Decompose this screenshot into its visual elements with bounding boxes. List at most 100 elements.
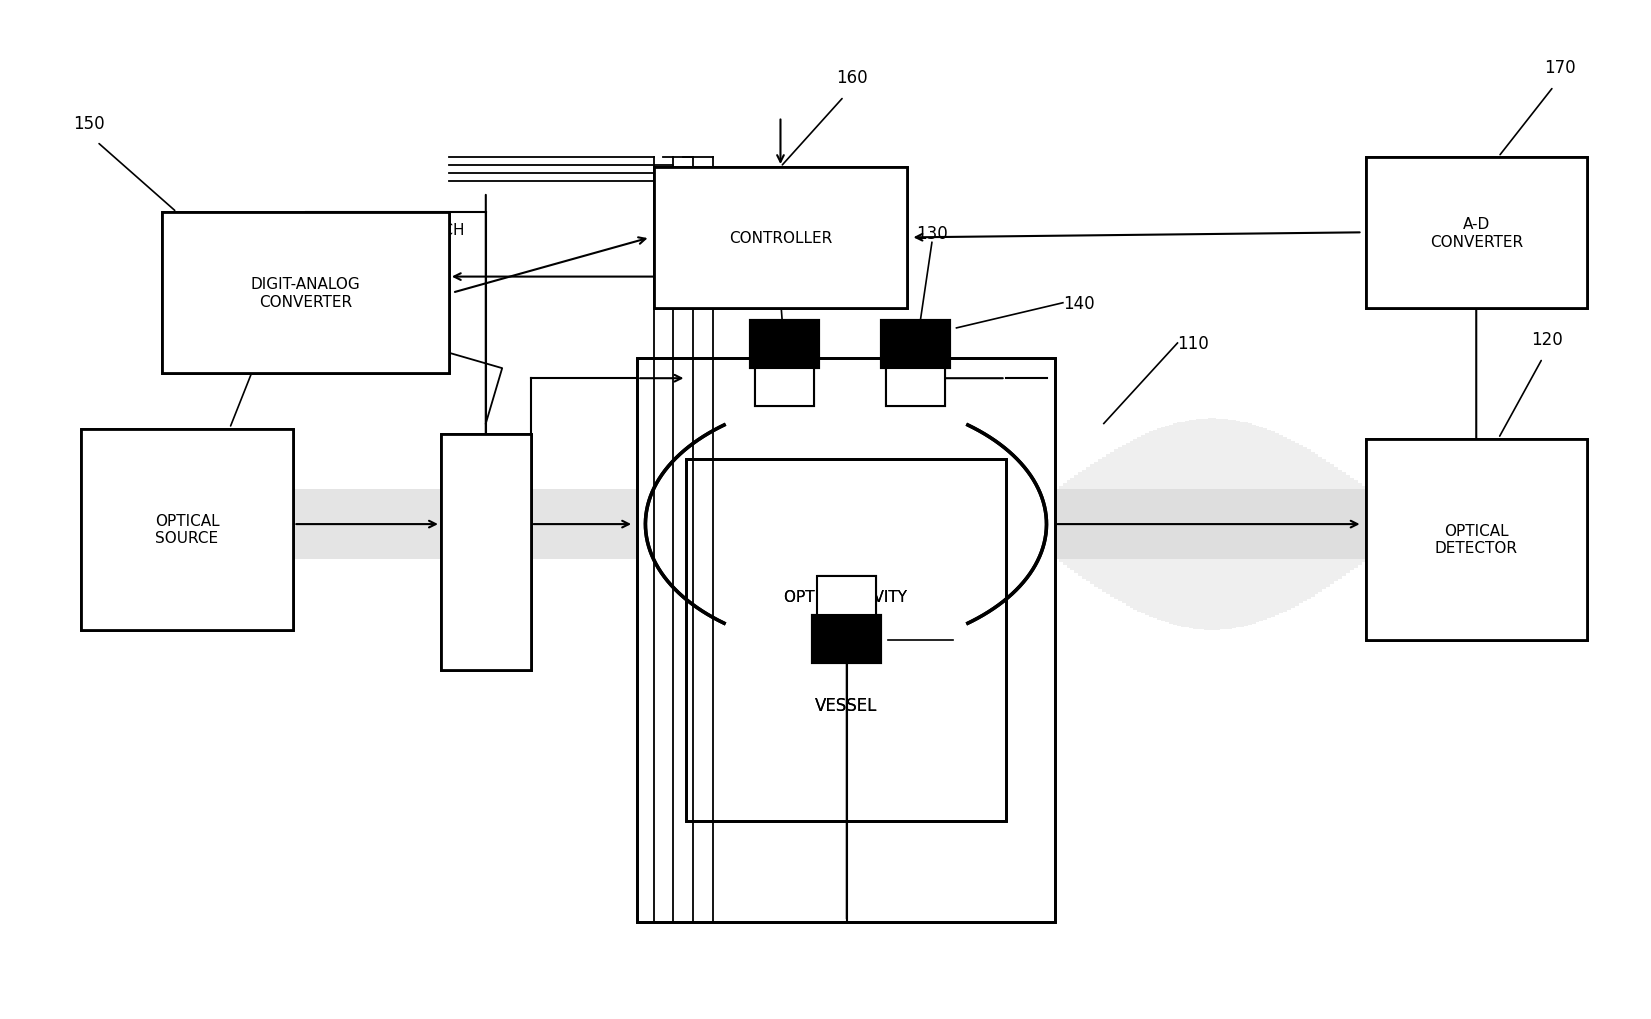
Bar <box>1237 422 1240 628</box>
Bar <box>1212 419 1217 630</box>
Bar <box>1109 452 1114 597</box>
Bar <box>1172 424 1177 625</box>
Bar <box>1275 434 1280 615</box>
Text: 140: 140 <box>1063 294 1095 313</box>
Bar <box>1243 423 1248 626</box>
Text: 130: 130 <box>761 225 792 244</box>
Text: 170: 170 <box>1544 59 1577 77</box>
Bar <box>1166 426 1169 623</box>
Bar <box>1063 484 1067 566</box>
Bar <box>1365 439 1587 640</box>
Bar <box>1342 473 1346 577</box>
Bar <box>1311 452 1314 597</box>
Bar <box>1078 473 1083 577</box>
Bar <box>1161 428 1166 622</box>
Bar <box>1055 489 1058 559</box>
Text: VESSEL: VESSEL <box>816 696 877 714</box>
Bar <box>1228 420 1232 629</box>
Bar <box>1365 158 1587 309</box>
Text: A-D
CONVERTER: A-D CONVERTER <box>1430 217 1522 250</box>
Bar <box>812 615 882 663</box>
Bar <box>1232 421 1237 629</box>
Bar <box>887 369 944 407</box>
Bar <box>1263 429 1268 621</box>
Bar <box>654 168 908 309</box>
Text: 130: 130 <box>953 631 986 649</box>
Bar <box>1129 441 1134 608</box>
Bar <box>1141 435 1146 613</box>
Bar <box>1134 439 1138 610</box>
Text: 100: 100 <box>246 321 277 338</box>
Bar <box>1118 447 1121 601</box>
Bar <box>1291 441 1294 608</box>
Text: DIGIT-ANALOG
CONVERTER: DIGIT-ANALOG CONVERTER <box>251 277 360 310</box>
Bar <box>1138 437 1141 612</box>
Bar <box>1090 465 1095 585</box>
Bar <box>1098 460 1101 590</box>
Bar <box>441 434 532 671</box>
Bar <box>1351 478 1354 571</box>
Text: 160: 160 <box>835 69 867 88</box>
Text: OPTICAL
DETECTOR: OPTICAL DETECTOR <box>1435 524 1517 555</box>
Text: 150: 150 <box>73 114 104 132</box>
Bar <box>1209 419 1212 630</box>
Bar <box>1303 447 1306 601</box>
Bar <box>637 359 1055 921</box>
Bar <box>1223 420 1228 630</box>
Bar <box>1362 487 1365 562</box>
Bar <box>1067 481 1070 569</box>
Bar <box>1177 423 1180 626</box>
Bar <box>162 213 449 374</box>
Bar <box>687 447 1005 602</box>
Bar <box>750 321 819 369</box>
Bar <box>1365 158 1587 309</box>
Bar <box>294 489 441 559</box>
Bar <box>1365 439 1587 640</box>
Text: A-D
CONVERTER: A-D CONVERTER <box>1430 217 1522 250</box>
Text: OPTICAL
DETECTOR: OPTICAL DETECTOR <box>1435 524 1517 555</box>
Bar <box>1086 468 1090 582</box>
Bar <box>1095 463 1098 587</box>
Bar <box>1319 458 1322 592</box>
Bar <box>1146 434 1149 615</box>
Bar <box>1255 426 1260 623</box>
Text: OPTICAL CAVITY: OPTICAL CAVITY <box>784 589 908 604</box>
Bar <box>1306 449 1311 599</box>
Bar <box>1055 489 1365 559</box>
Bar <box>1070 478 1075 571</box>
Bar <box>1152 430 1157 619</box>
Bar <box>1240 422 1243 627</box>
Bar <box>756 369 814 407</box>
Bar <box>532 489 637 559</box>
Bar <box>1185 422 1189 628</box>
Bar <box>1339 470 1342 579</box>
Text: VESSEL: VESSEL <box>816 696 877 714</box>
Text: OPTICAL
SOURCE: OPTICAL SOURCE <box>155 514 220 546</box>
Bar <box>1322 460 1326 590</box>
Bar <box>1217 419 1220 630</box>
Bar <box>1260 428 1263 622</box>
Bar <box>755 369 814 407</box>
Bar <box>1248 424 1251 625</box>
Bar <box>1192 420 1197 629</box>
Bar <box>1075 476 1078 574</box>
Bar <box>1114 449 1118 599</box>
Bar <box>1294 443 1299 606</box>
Bar <box>1288 439 1291 610</box>
Bar <box>162 213 449 374</box>
Text: OPTICAL CAVITY: OPTICAL CAVITY <box>784 589 908 604</box>
Bar <box>1149 432 1152 618</box>
Bar <box>1204 419 1209 630</box>
Bar <box>1180 422 1185 627</box>
Text: DIGIT-ANALOG
CONVERTER: DIGIT-ANALOG CONVERTER <box>251 277 360 310</box>
Bar <box>1157 429 1161 621</box>
Bar <box>637 359 1055 921</box>
Bar <box>1189 421 1192 629</box>
Text: (101): (101) <box>380 263 419 278</box>
Bar <box>1331 465 1334 585</box>
Bar <box>687 460 1005 821</box>
Bar <box>1121 445 1126 604</box>
Text: 130: 130 <box>916 225 948 244</box>
Bar <box>1268 430 1271 619</box>
Bar <box>1357 484 1362 566</box>
